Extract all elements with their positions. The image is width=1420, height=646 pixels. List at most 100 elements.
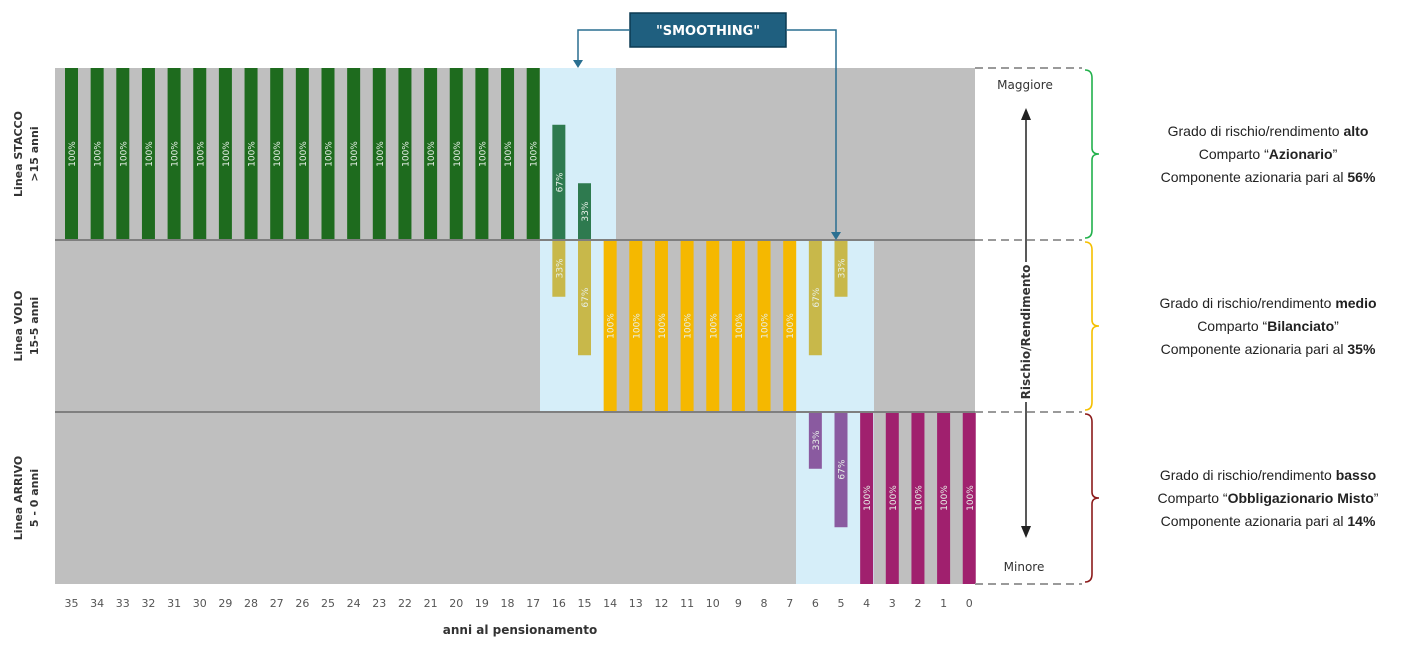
x-axis-tick-labels: 35 34 33 32 31 30 29 28 27 26 25 24 23 22 21 20 19 18 17 16… — [65, 597, 973, 610]
year-tick-label: 27 — [270, 597, 284, 610]
bar-label: 100% — [761, 313, 771, 339]
bar-label: 100% — [350, 141, 360, 167]
description-line: Comparto “Obbligazionario Misto” — [1158, 490, 1379, 506]
bar-label: 100% — [735, 313, 745, 339]
bar-label: 100% — [68, 141, 78, 167]
year-tick-label: 24 — [347, 597, 361, 610]
bar-label: 100% — [632, 313, 642, 339]
bar-stacco-year-34 — [90, 68, 104, 240]
year-tick-label: 19 — [475, 597, 489, 610]
risk-axis: Rischio/Rendimento Maggiore Minore — [997, 78, 1053, 574]
bar-volo-year-9 — [731, 240, 745, 412]
bar-stacco-year-17 — [526, 68, 540, 240]
year-tick-label: 12 — [654, 597, 668, 610]
row-range-volo: 15-5 anni — [28, 297, 41, 355]
year-tick-label: 23 — [372, 597, 386, 610]
bar-label: 67% — [812, 287, 822, 307]
bar-volo-year-6 — [808, 240, 822, 356]
bracket-stacco — [1084, 69, 1100, 239]
year-tick-label: 15 — [578, 597, 592, 610]
year-tick-label: 11 — [680, 597, 694, 610]
bar-label: 100% — [453, 141, 463, 167]
bar-volo-year-10 — [706, 240, 720, 412]
bar-volo-year-14 — [603, 240, 617, 412]
bar-stacco-year-20 — [449, 68, 463, 240]
bar-label: 67% — [555, 172, 565, 192]
bar-label: 100% — [607, 313, 617, 339]
bar-volo-year-5 — [834, 240, 848, 297]
bar-stacco-year-27 — [270, 68, 284, 240]
bracket-arrivo — [1084, 413, 1100, 583]
bar-stacco-year-21 — [424, 68, 438, 240]
bar-arrivo-year-4 — [860, 412, 874, 584]
risk-axis-top-label: Maggiore — [997, 78, 1053, 92]
bar-label: 100% — [786, 313, 796, 339]
bar-stacco-year-29 — [218, 68, 232, 240]
bar-label: 67% — [581, 287, 591, 307]
bar-stacco-year-26 — [295, 68, 309, 240]
year-tick-label: 1 — [940, 597, 947, 610]
smoothing-connector-right — [786, 29, 837, 234]
description-line: Componente azionaria pari al 56% — [1161, 169, 1376, 185]
risk-axis-bottom-label: Minore — [1004, 560, 1045, 574]
bar-stacco-year-24 — [347, 68, 361, 240]
year-tick-label: 35 — [65, 597, 79, 610]
bar-volo-year-15 — [578, 240, 591, 356]
bar-stacco-year-22 — [398, 68, 412, 240]
row-label-stacco: Linea STACCO — [12, 111, 25, 197]
year-tick-label: 34 — [90, 597, 104, 610]
row-range-arrivo: 5 - 0 anni — [28, 469, 41, 527]
year-tick-label: 31 — [167, 597, 181, 610]
row-range-stacco: >15 anni — [28, 126, 41, 181]
smoothing-connector-left — [577, 29, 630, 62]
year-tick-label: 18 — [501, 597, 515, 610]
arrow-head-icon — [573, 60, 583, 68]
bar-label: 100% — [401, 141, 411, 167]
row-labels: Linea STACCO >15 anni Linea VOLO 15-5 anni L… — [12, 111, 41, 540]
bar-volo-year-11 — [680, 240, 694, 412]
bar-label: 33% — [581, 201, 591, 221]
bar-volo-year-8 — [757, 240, 771, 412]
smoothing-callout: "SMOOTHING" — [573, 12, 841, 240]
bar-stacco-year-15 — [578, 183, 591, 240]
bar-label: 33% — [555, 258, 565, 278]
bracket-volo — [1084, 241, 1100, 411]
year-tick-label: 29 — [218, 597, 232, 610]
bar-label: 100% — [171, 141, 181, 167]
year-tick-label: 13 — [629, 597, 643, 610]
bar-label: 100% — [325, 141, 335, 167]
bar-label: 100% — [427, 141, 437, 167]
bar-stacco-year-30 — [193, 68, 207, 240]
bar-label: 100% — [299, 141, 309, 167]
description-line: Grado di rischio/rendimento medio — [1159, 295, 1376, 311]
bar-label: 100% — [940, 485, 950, 511]
bar-arrivo-year-5 — [834, 412, 848, 528]
row-label-arrivo: Linea ARRIVO — [12, 456, 25, 541]
band-dividers — [55, 67, 1082, 585]
year-tick-label: 6 — [812, 597, 819, 610]
smoothing-label: "SMOOTHING" — [656, 24, 760, 39]
bar-stacco-year-31 — [167, 68, 181, 240]
bar-label: 100% — [196, 141, 206, 167]
arrow-up-icon — [1021, 108, 1031, 120]
year-tick-label: 22 — [398, 597, 412, 610]
bar-label: 33% — [838, 258, 848, 278]
bar-label: 100% — [94, 141, 104, 167]
bar-label: 100% — [658, 313, 668, 339]
bar-label: 100% — [504, 141, 514, 167]
allocation-bars: 100% 100% 100% 100% 100% 100% 100% 100% 100% 100%… — [65, 68, 976, 584]
year-tick-label: 16 — [552, 597, 566, 610]
row-label-volo: Linea VOLO — [12, 291, 25, 362]
bar-arrivo-year-2 — [911, 412, 925, 584]
year-tick-label: 3 — [889, 597, 896, 610]
year-tick-label: 7 — [786, 597, 793, 610]
bar-label: 100% — [863, 485, 873, 511]
bar-arrivo-year-3 — [885, 412, 899, 584]
bar-label: 100% — [376, 141, 386, 167]
year-tick-label: 8 — [761, 597, 768, 610]
year-tick-label: 17 — [526, 597, 540, 610]
description-line: Comparto “Bilanciato” — [1197, 318, 1339, 334]
year-tick-label: 26 — [295, 597, 309, 610]
bar-stacco-year-28 — [244, 68, 258, 240]
